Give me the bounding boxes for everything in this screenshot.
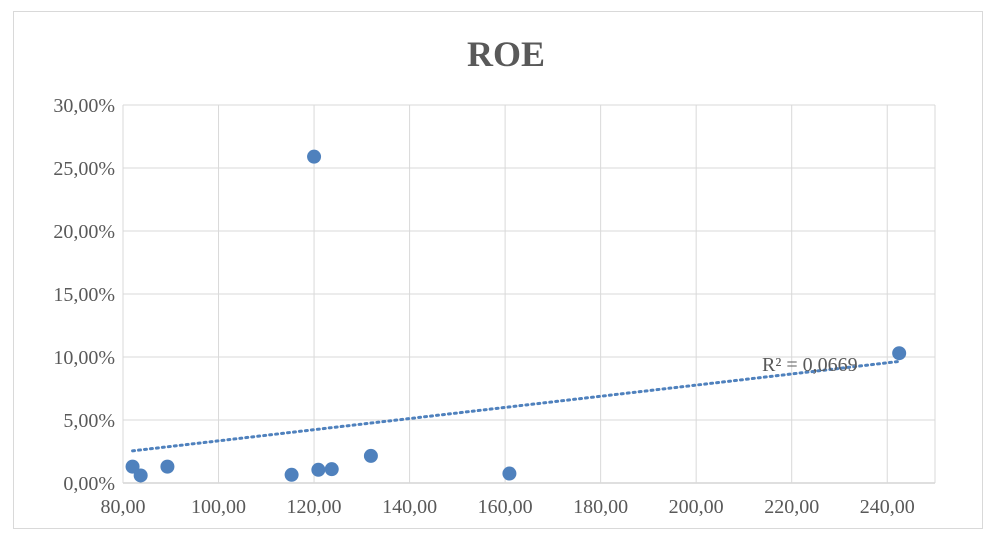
data-point	[324, 462, 339, 477]
x-tick-label: 160,00	[478, 496, 533, 518]
x-tick-label: 220,00	[764, 496, 819, 518]
data-point	[363, 448, 378, 463]
data-point	[125, 459, 140, 474]
data-points	[125, 149, 907, 483]
y-tick-label: 20,00%	[53, 221, 115, 243]
x-tick-label: 240,00	[860, 496, 915, 518]
y-tick-label: 10,00%	[53, 347, 115, 369]
data-point	[284, 467, 299, 482]
y-tick-label: 5,00%	[63, 410, 115, 432]
x-axis-ticks: 80,00 100,00 120,00 140,00 160,00 180,00 200,0…	[101, 496, 915, 518]
x-tick-label: 180,00	[573, 496, 628, 518]
x-tick-label: 100,00	[191, 496, 246, 518]
data-point	[307, 149, 322, 164]
x-tick-label: 140,00	[382, 496, 437, 518]
data-point	[160, 459, 175, 474]
y-axis-ticks: 0,00% 5,00% 10,00% 15,00% 20,00% 25,00% 30,00%	[53, 95, 115, 495]
x-tick-label: 80,00	[101, 496, 146, 518]
chart-frame	[13, 11, 983, 529]
y-tick-label: 30,00%	[53, 95, 115, 117]
x-tick-label: 120,00	[287, 496, 342, 518]
r-squared-label: R² = 0,0669	[762, 354, 858, 376]
data-point	[892, 346, 907, 361]
trendline-group	[131, 359, 901, 453]
data-point	[311, 462, 326, 477]
x-tick-label: 200,00	[669, 496, 724, 518]
y-tick-label: 25,00%	[53, 158, 115, 180]
data-point	[502, 466, 517, 481]
y-tick-label: 15,00%	[53, 284, 115, 306]
data-point	[133, 468, 148, 483]
grid-lines	[122, 104, 936, 484]
trendline	[131, 359, 901, 453]
chart-title: ROE	[467, 34, 545, 74]
y-tick-label: 0,00%	[63, 473, 115, 495]
